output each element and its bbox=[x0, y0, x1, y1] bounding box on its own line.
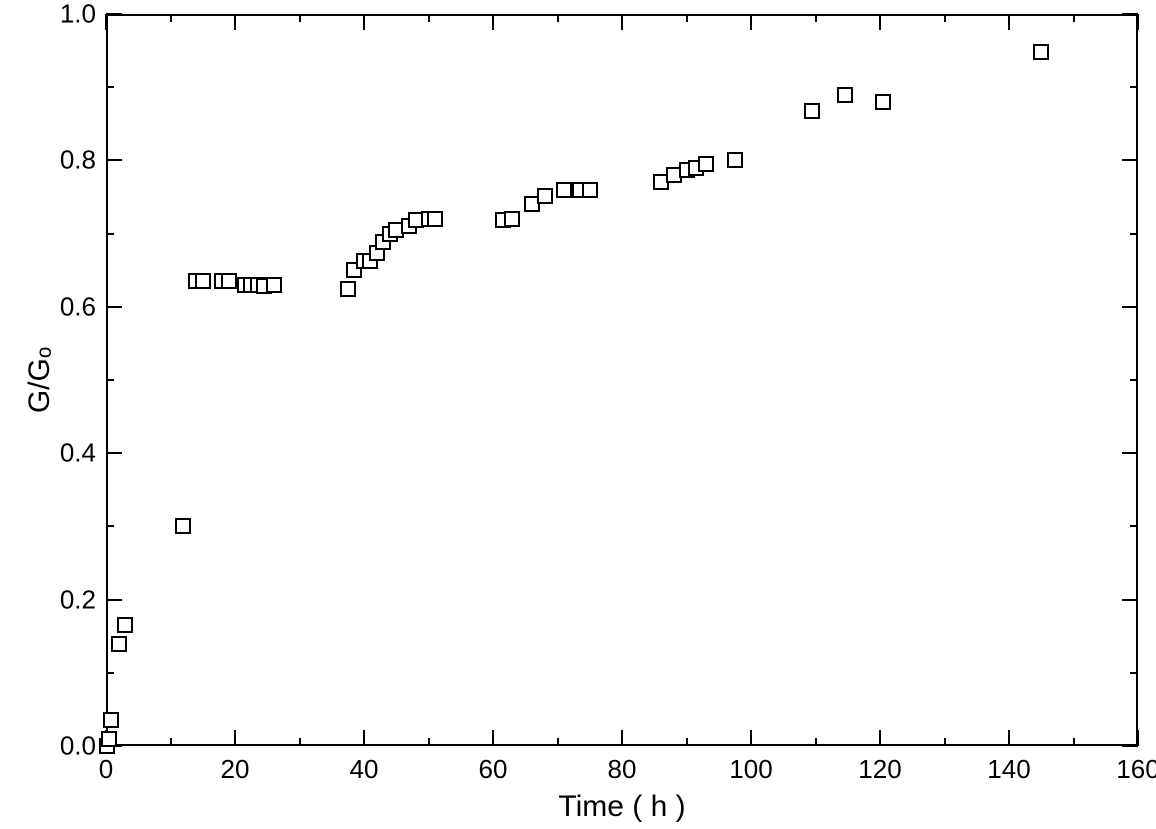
xtick-minor bbox=[815, 738, 817, 746]
xtick-major bbox=[879, 730, 881, 746]
ytick-major bbox=[106, 13, 122, 15]
xtick-label: 160 bbox=[1116, 754, 1156, 785]
data-marker bbox=[504, 211, 520, 227]
xtick-minor bbox=[686, 738, 688, 746]
xtick-major-top bbox=[621, 14, 623, 30]
data-marker bbox=[103, 712, 119, 728]
xtick-minor bbox=[1073, 738, 1075, 746]
data-marker bbox=[340, 281, 356, 297]
xtick-major bbox=[750, 730, 752, 746]
plot-area bbox=[106, 14, 1138, 746]
ytick-label: 0.8 bbox=[60, 145, 96, 176]
ytick-label: 0.2 bbox=[60, 584, 96, 615]
xtick-label: 100 bbox=[729, 754, 772, 785]
xtick-major-top bbox=[750, 14, 752, 30]
xtick-minor bbox=[170, 738, 172, 746]
data-marker bbox=[175, 518, 191, 534]
xtick-label: 20 bbox=[221, 754, 250, 785]
xtick-major-top bbox=[492, 14, 494, 30]
ytick-major-right bbox=[1122, 745, 1138, 747]
xtick-label: 80 bbox=[608, 754, 637, 785]
xtick-minor-top bbox=[686, 14, 688, 22]
xtick-major bbox=[1008, 730, 1010, 746]
ytick-major bbox=[106, 452, 122, 454]
xtick-minor bbox=[428, 738, 430, 746]
xtick-label: 40 bbox=[350, 754, 379, 785]
data-marker bbox=[556, 182, 572, 198]
xtick-major bbox=[1137, 730, 1139, 746]
ytick-minor bbox=[106, 672, 114, 674]
data-marker bbox=[221, 273, 237, 289]
y-axis-label: G/Gₒ bbox=[23, 347, 57, 413]
xtick-minor bbox=[299, 738, 301, 746]
xtick-label: 0 bbox=[99, 754, 113, 785]
data-marker bbox=[875, 94, 891, 110]
ytick-minor-right bbox=[1130, 86, 1138, 88]
xtick-label: 60 bbox=[479, 754, 508, 785]
ytick-label: 0.6 bbox=[60, 291, 96, 322]
ytick-label: 0.0 bbox=[60, 731, 96, 762]
ytick-major-right bbox=[1122, 599, 1138, 601]
figure: 0204060801001201401600.00.20.40.60.81.0 … bbox=[0, 0, 1156, 829]
ytick-minor-right bbox=[1130, 379, 1138, 381]
ytick-major-right bbox=[1122, 13, 1138, 15]
data-marker bbox=[837, 87, 853, 103]
ytick-minor bbox=[106, 86, 114, 88]
ytick-minor bbox=[106, 379, 114, 381]
xtick-major bbox=[234, 730, 236, 746]
xtick-label: 120 bbox=[858, 754, 901, 785]
data-marker bbox=[727, 152, 743, 168]
ytick-minor-right bbox=[1130, 233, 1138, 235]
xtick-major-top bbox=[363, 14, 365, 30]
data-marker bbox=[537, 188, 553, 204]
ytick-major bbox=[106, 306, 122, 308]
xtick-minor-top bbox=[944, 14, 946, 22]
data-marker bbox=[111, 636, 127, 652]
ytick-minor bbox=[106, 525, 114, 527]
xtick-major-top bbox=[879, 14, 881, 30]
data-marker bbox=[117, 617, 133, 633]
data-marker bbox=[101, 731, 117, 747]
data-marker bbox=[698, 156, 714, 172]
xtick-major bbox=[492, 730, 494, 746]
xtick-major-top bbox=[1137, 14, 1139, 30]
data-marker bbox=[1033, 44, 1049, 60]
ytick-major bbox=[106, 159, 122, 161]
ytick-label: 0.4 bbox=[60, 438, 96, 469]
ytick-major-right bbox=[1122, 452, 1138, 454]
xtick-minor-top bbox=[1073, 14, 1075, 22]
data-marker bbox=[804, 103, 820, 119]
ytick-minor-right bbox=[1130, 672, 1138, 674]
ytick-major bbox=[106, 599, 122, 601]
ytick-major-right bbox=[1122, 159, 1138, 161]
xtick-major-top bbox=[1008, 14, 1010, 30]
xtick-minor-top bbox=[299, 14, 301, 22]
data-marker bbox=[427, 211, 443, 227]
ytick-minor-right bbox=[1130, 525, 1138, 527]
ytick-minor bbox=[106, 233, 114, 235]
data-marker bbox=[195, 273, 211, 289]
ytick-label: 1.0 bbox=[60, 0, 96, 30]
data-marker bbox=[582, 182, 598, 198]
xtick-minor bbox=[944, 738, 946, 746]
xtick-major-top bbox=[105, 14, 107, 30]
xtick-major bbox=[621, 730, 623, 746]
xtick-minor-top bbox=[815, 14, 817, 22]
xtick-minor-top bbox=[428, 14, 430, 22]
xtick-minor-top bbox=[557, 14, 559, 22]
xtick-major bbox=[363, 730, 365, 746]
xtick-major-top bbox=[234, 14, 236, 30]
xtick-minor bbox=[557, 738, 559, 746]
x-axis-label: Time ( h ) bbox=[558, 790, 685, 824]
xtick-label: 140 bbox=[987, 754, 1030, 785]
ytick-major-right bbox=[1122, 306, 1138, 308]
data-marker bbox=[266, 277, 282, 293]
xtick-minor-top bbox=[170, 14, 172, 22]
